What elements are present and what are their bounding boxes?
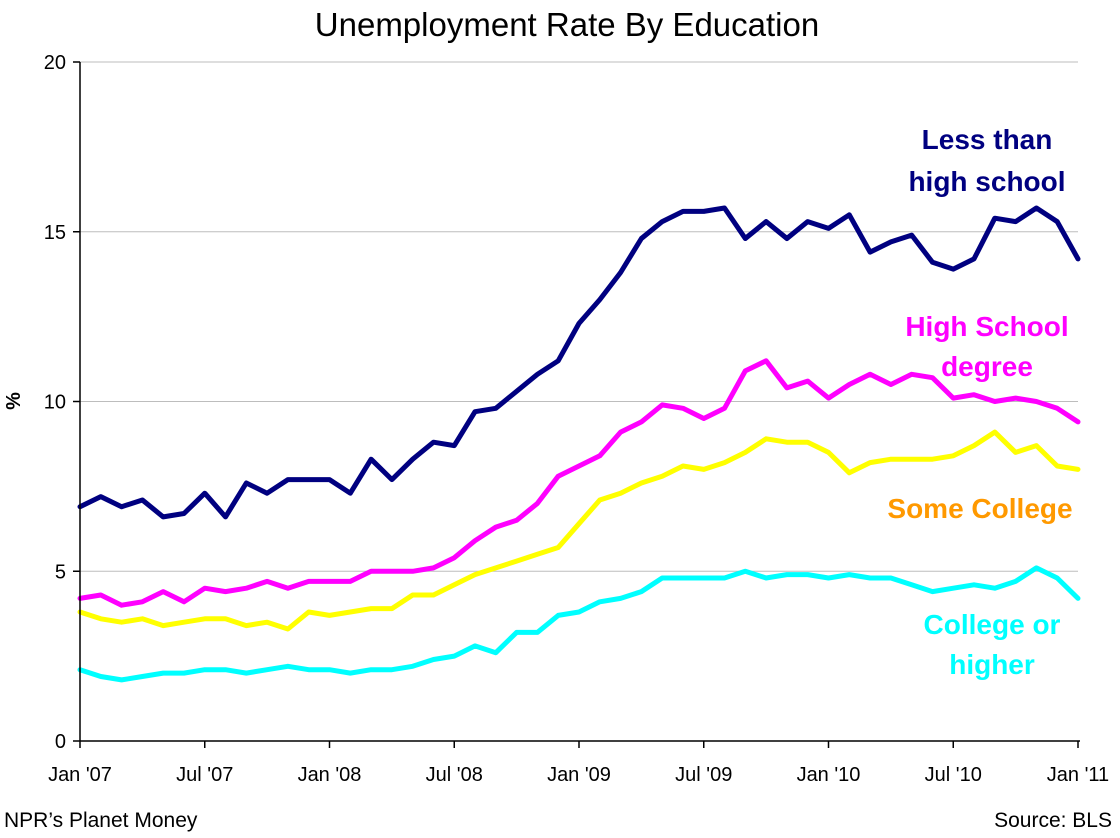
y-tick-label: 20 xyxy=(44,52,66,74)
x-tick-label: Jul '08 xyxy=(426,764,483,786)
x-tick-label: Jan '09 xyxy=(547,764,611,786)
series-label-less-than-high-school: Less than xyxy=(922,124,1053,155)
y-tick-label: 5 xyxy=(55,561,66,583)
series-label-high-school-degree: degree xyxy=(941,351,1033,382)
footer-credit: NPR’s Planet Money xyxy=(4,809,198,832)
x-tick-label: Jan '10 xyxy=(797,764,861,786)
x-tick-label: Jul '07 xyxy=(176,764,233,786)
x-tick-label: Jul '09 xyxy=(675,764,732,786)
footer-source: Source: BLS xyxy=(994,809,1112,832)
series-line-high-school-degree xyxy=(77,358,1081,608)
y-tick-label: 0 xyxy=(55,731,66,753)
x-tick-label: Jul '10 xyxy=(925,764,982,786)
series-labels: Less than high school High School degree Som… xyxy=(887,124,1072,680)
series-label-high-school-degree: High School xyxy=(905,311,1068,342)
y-tick-label: 10 xyxy=(44,392,66,414)
series-line-college-or-higher xyxy=(77,565,1081,683)
y-tick-label: 15 xyxy=(44,222,66,244)
x-tick-label: Jan '07 xyxy=(48,764,112,786)
series-label-some-college: Some College xyxy=(887,493,1072,524)
x-axis-ticks: Jan '07 Jul '07 Jan '08 Jul '08 Jan '09 Jul '… xyxy=(48,741,1109,786)
x-tick-label: Jan '11 xyxy=(1047,764,1109,786)
series-lines xyxy=(77,205,1081,683)
y-axis-title: % xyxy=(3,392,25,410)
series-label-college-or-higher: College or xyxy=(924,609,1061,640)
series-line-some-college xyxy=(77,429,1081,632)
chart-title: Unemployment Rate By Education xyxy=(315,6,819,43)
y-axis-ticks: 0 5 10 15 20 xyxy=(44,52,80,753)
x-tick-label: Jan '08 xyxy=(298,764,362,786)
series-label-college-or-higher: higher xyxy=(949,649,1035,680)
gridlines xyxy=(80,61,1078,572)
series-line-less-than-high-school xyxy=(77,205,1081,520)
series-label-less-than-high-school: high school xyxy=(908,166,1065,197)
